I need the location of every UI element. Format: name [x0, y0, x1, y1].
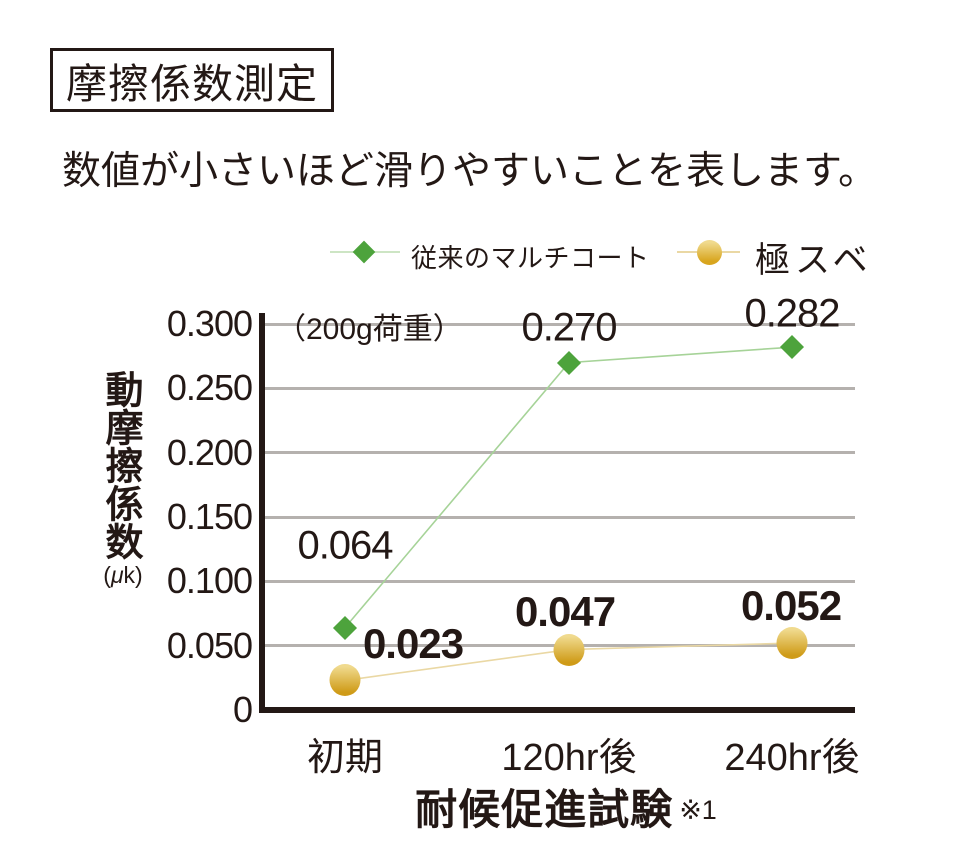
gridline [262, 322, 855, 326]
y-tick-label: 0.100 [166, 560, 253, 602]
chart-title-box: 摩擦係数測定 [50, 48, 334, 112]
series-line-multicoat [344, 346, 793, 629]
gridline [262, 515, 855, 519]
y-axis-title: 動摩擦係数 [99, 370, 141, 560]
data-label: 0.023 [362, 620, 464, 668]
y-tick-label: 0.250 [166, 367, 253, 409]
y-tick-label: 0.200 [166, 431, 253, 473]
data-label: 0.270 [521, 305, 617, 350]
x-tick-label: 初期 [306, 737, 384, 779]
y-tick-label: 0.300 [166, 303, 253, 344]
circle-marker-icon [697, 240, 722, 265]
y-axis-line [259, 313, 265, 713]
y-tick-label: 0.150 [166, 496, 253, 537]
x-axis-title: 耐候促進試験 [415, 786, 674, 833]
data-label: 0.047 [514, 587, 616, 635]
page-title: 摩擦係数測定 [66, 61, 318, 107]
load-annotation: （200g荷重） [276, 313, 463, 346]
gridline [262, 451, 855, 455]
circle-data-point [553, 633, 585, 666]
subtitle: 数値が小さいほど滑りやすいことを表します。 [62, 150, 878, 193]
legend-label-gokusube: 極スベ [755, 241, 873, 280]
x-tick-label: 240hr後 [724, 737, 860, 779]
gridline [262, 386, 855, 390]
x-tick-label: 120hr後 [501, 737, 637, 779]
y-axis-unit: (μk) [103, 562, 143, 588]
x-axis-line [259, 707, 855, 713]
x-axis-title-wrap: 耐候促進試験 ※1 [415, 776, 717, 837]
y-tick-label: 0.050 [166, 624, 253, 666]
circle-data-point [776, 627, 808, 660]
data-label: 0.282 [744, 291, 840, 336]
x-axis-footnote: ※1 [679, 795, 717, 825]
data-label: 0.064 [297, 523, 393, 568]
y-tick-label: 0 [232, 689, 253, 730]
legend-label-multicoat: 従来のマルチコート [411, 243, 650, 273]
circle-data-point [329, 664, 361, 697]
data-label: 0.052 [740, 582, 842, 630]
gridline [262, 579, 855, 583]
